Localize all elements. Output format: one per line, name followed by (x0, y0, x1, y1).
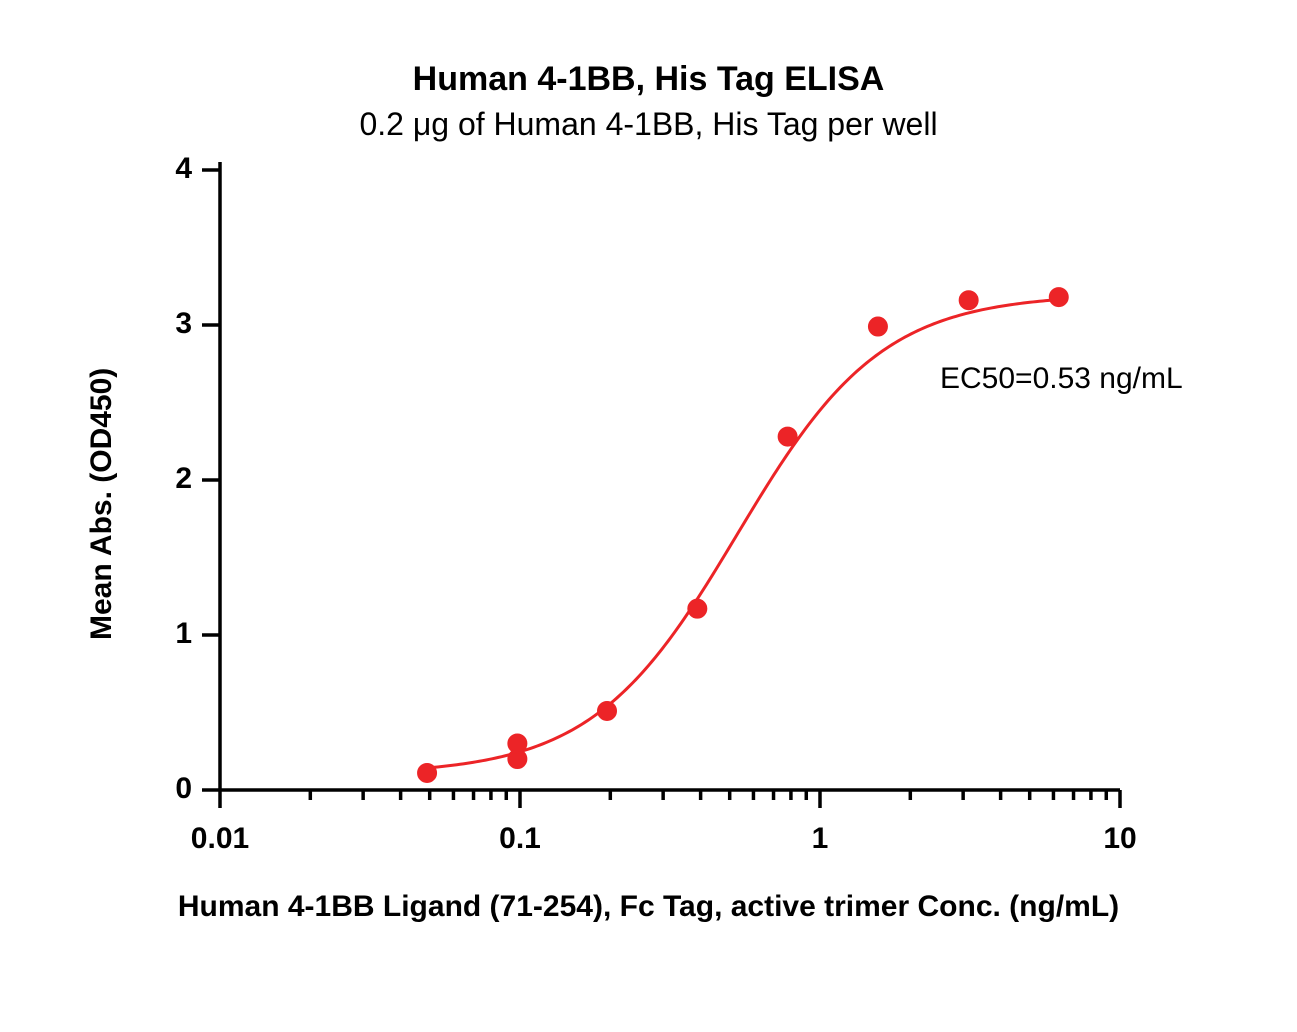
y-tick-label: 3 (132, 307, 192, 341)
sigmoid-curve (422, 299, 1062, 768)
x-tick-label: 0.01 (160, 822, 280, 856)
x-tick-label: 0.1 (460, 822, 580, 856)
chart-container: Human 4-1BB, His Tag ELISA 0.2 μg of Hum… (0, 0, 1297, 1032)
y-tick-label: 4 (132, 152, 192, 186)
data-point (688, 600, 706, 618)
data-point (418, 764, 436, 782)
x-tick-label: 1 (760, 822, 880, 856)
data-point (960, 291, 978, 309)
x-tick-label: 10 (1060, 822, 1180, 856)
data-point (598, 702, 616, 720)
data-points-group (418, 288, 1068, 782)
y-tick-label: 1 (132, 617, 192, 651)
data-point (1050, 288, 1068, 306)
axes-group (202, 162, 1120, 808)
y-tick-label: 0 (132, 772, 192, 806)
data-point (508, 735, 526, 753)
plot-svg (0, 0, 1297, 1032)
data-point (869, 318, 887, 336)
y-tick-label: 2 (132, 462, 192, 496)
data-point (779, 428, 797, 446)
